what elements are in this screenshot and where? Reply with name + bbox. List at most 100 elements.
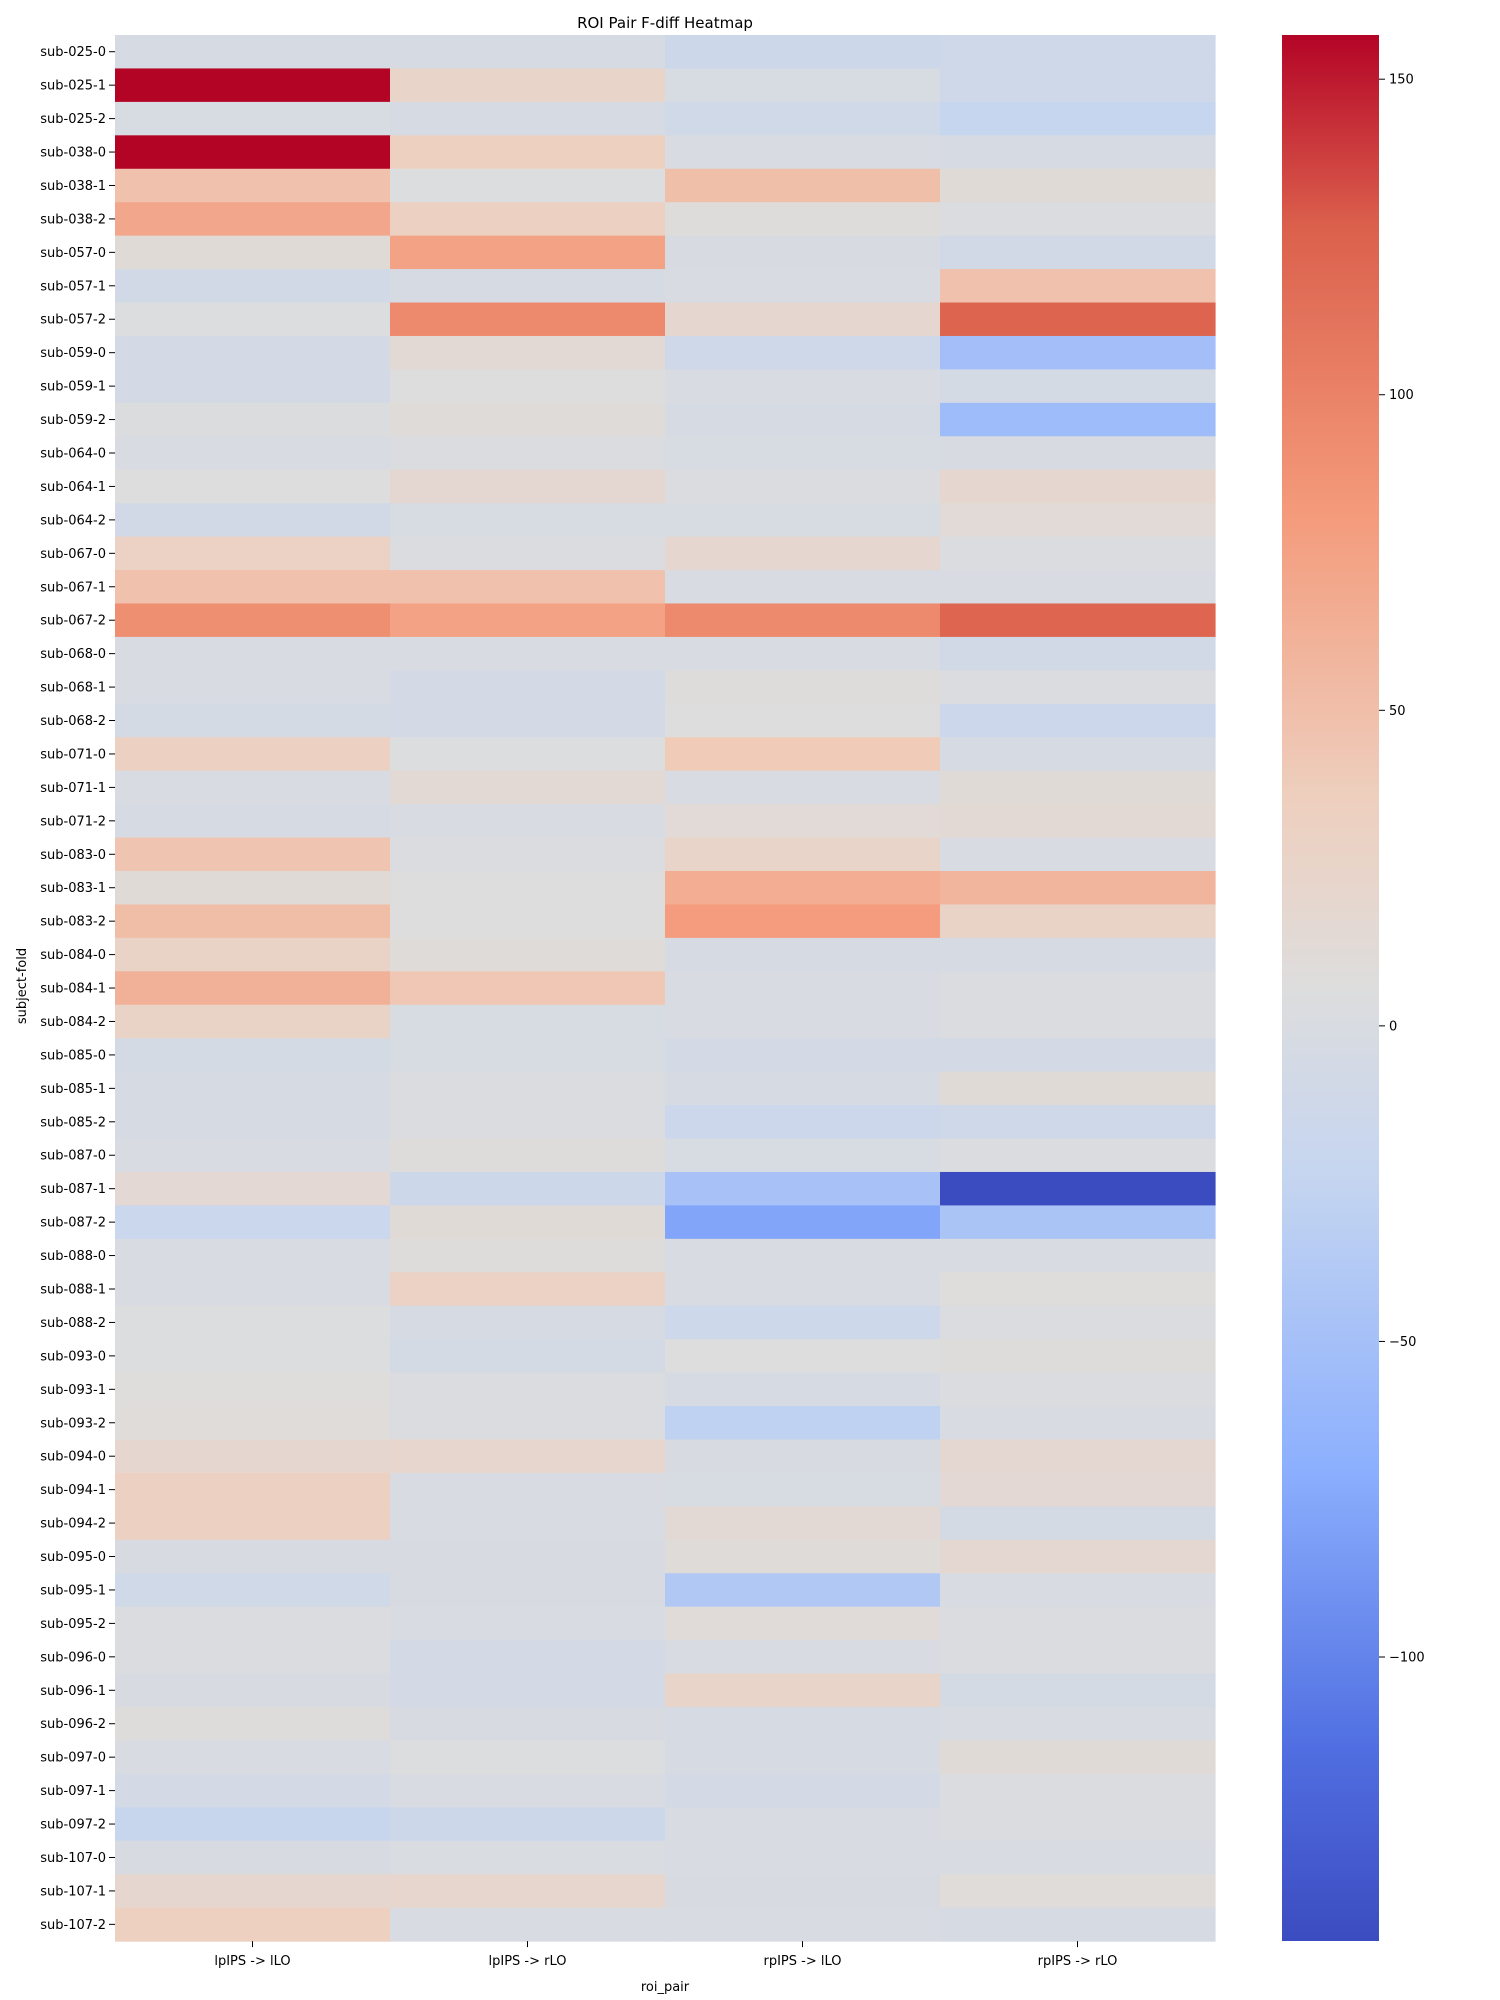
heatmap-cell: [115, 1071, 391, 1106]
heatmap-cell: [665, 1807, 941, 1842]
row-label: sub-096-2: [40, 1717, 106, 1732]
heatmap-cell: [390, 703, 666, 738]
row-label: sub-068-1: [40, 681, 106, 696]
heatmap-cell: [115, 603, 391, 638]
heatmap-cell: [390, 937, 666, 972]
row-label: sub-107-0: [40, 1851, 106, 1866]
heatmap-cell: [115, 1238, 391, 1273]
row-label: sub-068-2: [40, 714, 106, 729]
heatmap-cell: [665, 570, 941, 605]
heatmap-cell: [940, 1874, 1216, 1909]
heatmap-cell: [115, 1305, 391, 1340]
heatmap-cell: [940, 1406, 1216, 1441]
heatmap-cell: [665, 503, 941, 538]
heatmap-cell: [115, 1339, 391, 1374]
heatmap-cell: [390, 670, 666, 705]
row-label: sub-094-0: [40, 1450, 106, 1465]
heatmap-cell: [940, 1472, 1216, 1507]
heatmap-cell: [115, 1038, 391, 1073]
heatmap-cell: [390, 436, 666, 471]
heatmap-cell: [115, 269, 391, 304]
heatmap-cell: [115, 670, 391, 705]
row-label: sub-083-2: [40, 915, 106, 930]
row-label: sub-097-1: [40, 1784, 106, 1799]
heatmap-cell: [940, 436, 1216, 471]
heatmap-cell: [665, 1406, 941, 1441]
heatmap-cell: [665, 1673, 941, 1708]
heatmap-cell: [390, 1105, 666, 1140]
heatmap-cell: [940, 1807, 1216, 1842]
heatmap-cell: [665, 369, 941, 404]
heatmap-cell: [115, 1272, 391, 1307]
heatmap-cell: [940, 737, 1216, 772]
row-label: sub-093-2: [40, 1416, 106, 1431]
heatmap-cell: [940, 1907, 1216, 1942]
heatmap-cell: [115, 35, 391, 70]
row-label: sub-088-1: [40, 1283, 106, 1298]
heatmap-cell: [665, 1372, 941, 1407]
heatmap-cell: [940, 1606, 1216, 1641]
heatmap-cell: [665, 1874, 941, 1909]
colorbar-tick-label: 0: [1389, 1019, 1397, 1034]
heatmap-cell: [115, 804, 391, 839]
heatmap-cell: [115, 1740, 391, 1775]
heatmap-cell: [390, 1238, 666, 1273]
heatmap-cell: [115, 1171, 391, 1206]
heatmap-cell: [390, 68, 666, 103]
column-labels: lpIPS -> lLO lpIPS -> rLO rpIPS -> lLO rpIP…: [214, 1941, 1117, 1969]
heatmap-cell: [115, 135, 391, 170]
heatmap-cell: [940, 636, 1216, 671]
heatmap-cell: [665, 1038, 941, 1073]
heatmap-cell: [390, 603, 666, 638]
heatmap-cell: [940, 570, 1216, 605]
heatmap-cell: [940, 1573, 1216, 1608]
heatmap-cell: [665, 1171, 941, 1206]
heatmap-cell: [390, 570, 666, 605]
heatmap-cell: [665, 302, 941, 337]
heatmap-cell: [390, 737, 666, 772]
heatmap-cell: [665, 904, 941, 939]
heatmap-cell: [940, 1506, 1216, 1541]
heatmap-cell: [390, 1707, 666, 1742]
colorbar-tick-label: −50: [1389, 1335, 1416, 1350]
row-label: sub-084-1: [40, 982, 106, 997]
heatmap-cell: [940, 904, 1216, 939]
row-label: sub-038-1: [40, 179, 106, 194]
heatmap-cell: [115, 1640, 391, 1675]
heatmap-cell: [665, 1339, 941, 1374]
heatmap-cell: [665, 235, 941, 270]
heatmap-cell: [115, 503, 391, 538]
heatmap-cell: [665, 1105, 941, 1140]
heatmap-cell: [390, 1907, 666, 1942]
heatmap-cell: [115, 1539, 391, 1574]
heatmap-cell: [115, 1105, 391, 1140]
row-label: sub-059-1: [40, 380, 106, 395]
heatmap-cell: [940, 503, 1216, 538]
heatmap-cell: [940, 269, 1216, 304]
heatmap-cell: [940, 1105, 1216, 1140]
row-label: sub-064-2: [40, 513, 106, 528]
heatmap-cell: [390, 837, 666, 872]
heatmap-cell: [115, 904, 391, 939]
heatmap-cell: [665, 68, 941, 103]
heatmap-cell: [665, 703, 941, 738]
row-label: sub-093-1: [40, 1383, 106, 1398]
heatmap-cell: [115, 636, 391, 671]
heatmap-cell: [390, 235, 666, 270]
row-label: sub-094-2: [40, 1517, 106, 1532]
heatmap-cell: [940, 1038, 1216, 1073]
heatmap-cell: [115, 1138, 391, 1173]
heatmap-cell: [115, 536, 391, 571]
heatmap-cell: [940, 235, 1216, 270]
heatmap-cell: [665, 603, 941, 638]
heatmap-cell: [940, 35, 1216, 70]
x-axis-label: roi_pair: [641, 1980, 690, 1995]
heatmap-cell: [665, 804, 941, 839]
heatmap-cell: [115, 737, 391, 772]
heatmap-cell: [940, 1372, 1216, 1407]
heatmap-cell: [665, 1707, 941, 1742]
heatmap-cell: [665, 636, 941, 671]
heatmap-cell: [115, 703, 391, 738]
heatmap-cell: [390, 269, 666, 304]
